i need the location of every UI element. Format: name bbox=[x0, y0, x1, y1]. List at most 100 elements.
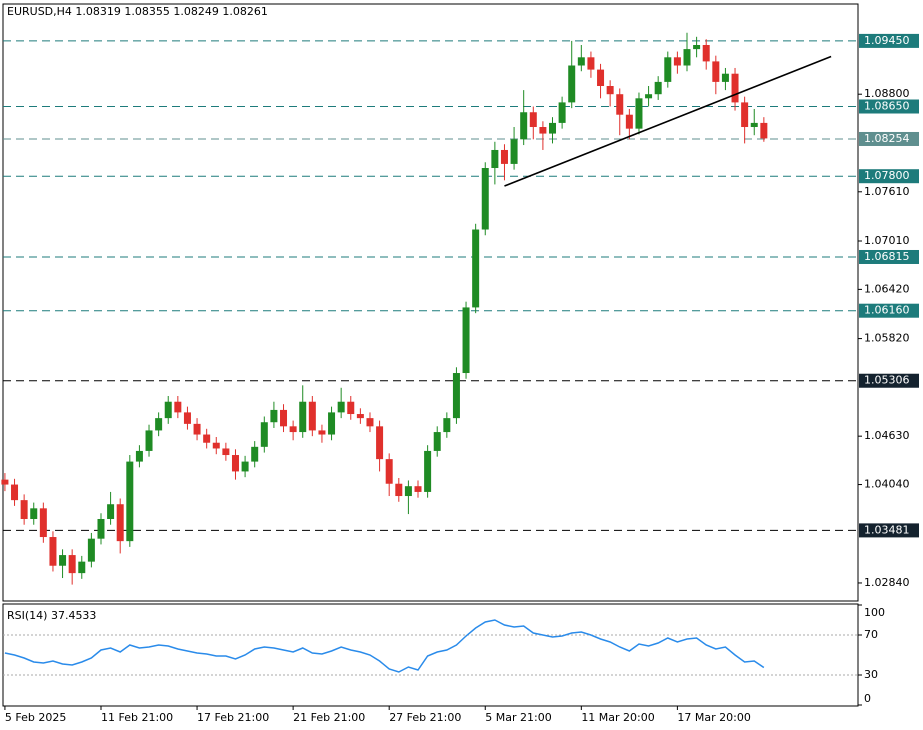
candle-body bbox=[721, 73, 729, 82]
level-box bbox=[859, 523, 919, 538]
candle-body bbox=[241, 461, 249, 472]
candle-body bbox=[212, 442, 220, 449]
rsi-title: RSI(14) 37.4533 bbox=[7, 609, 96, 622]
candle-body bbox=[289, 426, 297, 433]
candle-body bbox=[174, 401, 182, 413]
y-tick-label: 1.04040 bbox=[864, 478, 910, 491]
trendline bbox=[504, 55, 832, 187]
x-tick-label: 17 Feb 21:00 bbox=[197, 711, 269, 724]
candle-body bbox=[231, 455, 239, 472]
candle-body bbox=[299, 401, 307, 433]
candle-body bbox=[145, 430, 153, 451]
candle-body bbox=[97, 518, 105, 539]
level-label: 1.08254 bbox=[864, 132, 910, 145]
candle-body bbox=[328, 412, 336, 435]
candle-body bbox=[424, 450, 432, 492]
candle-body bbox=[577, 57, 585, 66]
candle-body bbox=[443, 418, 451, 433]
candle-body bbox=[500, 149, 508, 164]
candle-body bbox=[683, 49, 691, 66]
candle-body bbox=[654, 81, 662, 95]
candle-body bbox=[337, 401, 345, 413]
candle-body bbox=[625, 114, 633, 129]
candle-body bbox=[568, 65, 576, 103]
x-tick-label: 11 Mar 20:00 bbox=[581, 711, 654, 724]
candle-body bbox=[251, 446, 259, 462]
candle-body bbox=[107, 504, 115, 519]
candle-body bbox=[78, 561, 86, 574]
candle-body bbox=[539, 127, 547, 134]
candle-body bbox=[702, 45, 710, 62]
rsi-y-tick-label: 100 bbox=[864, 606, 885, 619]
candle-body bbox=[1, 479, 9, 485]
candle-body bbox=[520, 112, 528, 140]
level-label: 1.06815 bbox=[864, 250, 910, 263]
candle-body bbox=[481, 168, 489, 230]
candle-body bbox=[30, 508, 38, 519]
y-tick-label: 1.06420 bbox=[864, 282, 910, 295]
candle-body bbox=[635, 98, 643, 129]
candle-body bbox=[587, 57, 595, 70]
candle-body bbox=[193, 423, 201, 435]
candle-body bbox=[472, 229, 480, 308]
rsi-line bbox=[4, 619, 765, 673]
candle-body bbox=[693, 45, 701, 50]
rsi-y-tick-label: 70 bbox=[864, 628, 878, 641]
x-tick-label: 5 Feb 2025 bbox=[5, 711, 66, 724]
candle-body bbox=[404, 486, 412, 497]
y-tick-label: 1.08800 bbox=[864, 87, 910, 100]
x-tick-label: 21 Feb 21:00 bbox=[293, 711, 365, 724]
candle-body bbox=[203, 434, 211, 443]
candle-body bbox=[356, 414, 364, 419]
candle-body bbox=[750, 122, 758, 128]
candle-body bbox=[616, 94, 624, 115]
rsi-y-tick-label: 30 bbox=[864, 668, 878, 681]
level-box bbox=[859, 131, 919, 146]
candle-body bbox=[164, 401, 172, 419]
candle-body bbox=[510, 139, 518, 164]
candle-body bbox=[760, 122, 768, 139]
candle-body bbox=[664, 57, 672, 82]
candle-body bbox=[308, 401, 316, 431]
rsi-y-tick-label: 0 bbox=[864, 692, 871, 705]
x-tick-label: 5 Mar 21:00 bbox=[485, 711, 551, 724]
y-tick-label: 1.02840 bbox=[864, 576, 910, 589]
x-tick-label: 27 Feb 21:00 bbox=[389, 711, 461, 724]
candle-body bbox=[597, 69, 605, 87]
x-tick-label: 11 Feb 21:00 bbox=[101, 711, 173, 724]
candle-body bbox=[731, 73, 739, 103]
x-tick-label: 17 Mar 20:00 bbox=[677, 711, 750, 724]
level-label: 1.06160 bbox=[864, 304, 910, 317]
level-box bbox=[859, 303, 919, 318]
level-label: 1.09450 bbox=[864, 34, 910, 47]
y-tick-label: 1.07010 bbox=[864, 234, 910, 247]
candle-body bbox=[433, 432, 441, 451]
candle-body bbox=[270, 409, 278, 423]
level-label: 1.07800 bbox=[864, 169, 910, 182]
candle-body bbox=[645, 94, 653, 99]
candle-body bbox=[414, 486, 422, 492]
candle-body bbox=[222, 448, 230, 456]
candle-body bbox=[87, 538, 95, 562]
y-tick-label: 1.04630 bbox=[864, 429, 910, 442]
level-box bbox=[859, 33, 919, 48]
candle-body bbox=[395, 483, 403, 497]
candle-body bbox=[558, 102, 566, 123]
candle-body bbox=[549, 122, 557, 134]
candle-body bbox=[452, 373, 460, 419]
y-tick-label: 1.05820 bbox=[864, 332, 910, 345]
candle-body bbox=[49, 537, 57, 566]
candle-body bbox=[20, 500, 28, 519]
candle-body bbox=[529, 112, 537, 128]
candle-body bbox=[318, 430, 326, 435]
candle-body bbox=[347, 401, 355, 415]
candle-body bbox=[11, 484, 19, 501]
level-box bbox=[859, 99, 919, 114]
candle-body bbox=[183, 412, 191, 424]
candle-body bbox=[385, 459, 393, 484]
candle-body bbox=[260, 422, 268, 447]
candle-body bbox=[712, 61, 720, 82]
level-box bbox=[859, 249, 919, 264]
candle-body bbox=[280, 409, 288, 427]
